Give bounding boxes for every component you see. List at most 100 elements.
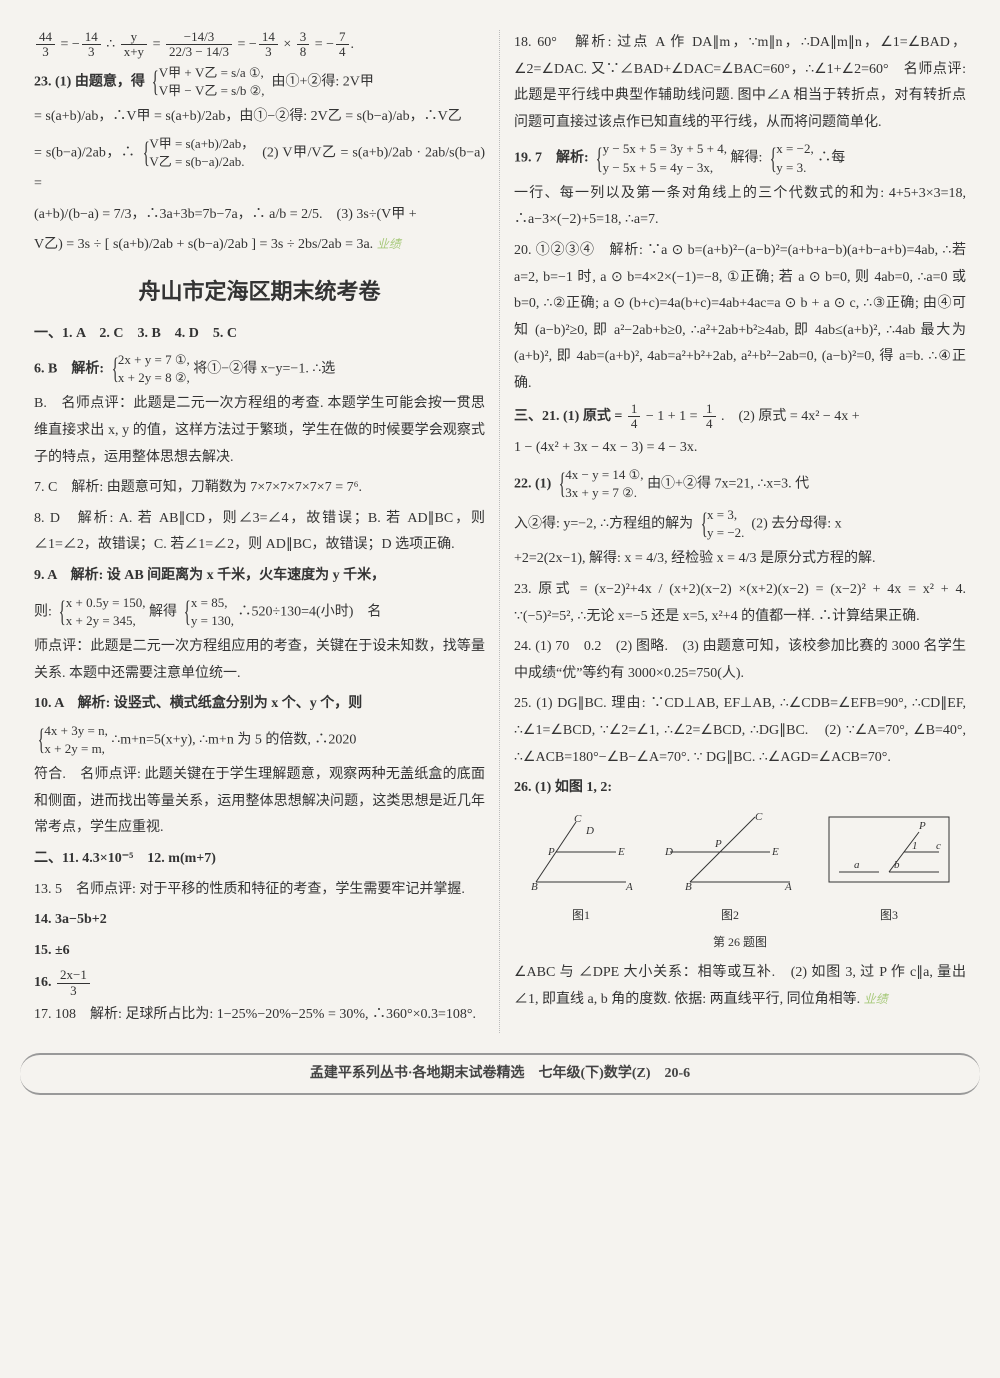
page: 443 = −143 ∴ yx+y = −14/322/3 − 14/3 = −…: [20, 30, 980, 1033]
q16-lead: 16.: [34, 975, 55, 990]
q21-lead: 三、21. (1) 原式 =: [514, 409, 626, 424]
q22-lead: 22. (1): [514, 476, 551, 491]
svg-text:A: A: [784, 881, 792, 892]
fig3-svg: a b P c 1: [824, 812, 954, 892]
page-footer: 孟建平系列丛书·各地期末试卷精选 七年级(下)数学(Z) 20-6: [20, 1053, 980, 1096]
q19-sol-b: y = 3.: [776, 160, 806, 175]
svg-text:P: P: [547, 846, 555, 858]
q19-sys-a: y − 5x + 5 = 3y + 5 + 4,: [603, 141, 727, 156]
svg-text:B: B: [685, 881, 692, 892]
q8: 8. D 解析: A. 若 AB∥CD，则∠3=∠4，故错误；B. 若 AD∥B…: [34, 506, 485, 559]
q22-part2: (2) 去分母得: x: [751, 516, 841, 531]
left-column: 443 = −143 ∴ yx+y = −14/322/3 − 14/3 = −…: [20, 30, 500, 1033]
svg-text:a: a: [854, 859, 860, 871]
q26-lead: 26. (1) 如图 1, 2:: [514, 775, 966, 802]
q10-sys-a: 4x + 3y = n,: [44, 723, 107, 738]
fig1-svg: B A C D P E: [526, 812, 636, 892]
q10-lead: 10. A 解析: 设竖式、横式纸盒分别为 x 个、y 个，则: [34, 696, 362, 711]
svg-text:C: C: [755, 812, 763, 823]
q13: 13. 5 名师点评: 对于平移的性质和特征的考查，学生需要牢记并掌握.: [34, 877, 485, 904]
q19-after: ∴每: [817, 151, 845, 166]
q6-sys-b: x + 2y = 8 ②,: [118, 370, 190, 385]
sys2-b: V乙 = s(b−a)/2ab.: [149, 154, 244, 169]
q14: 14. 3a−5b+2: [34, 907, 485, 934]
figure-1: B A C D P E 图1: [526, 812, 636, 927]
q23-2: = s(a+b)/ab，∴V甲 = s(a+b)/2ab，由①−②得: 2V乙 …: [34, 104, 485, 131]
q9: 9. A 解析: 设 AB 间距离为 x 千米，火车速度为 y 千米，: [34, 563, 485, 590]
right-column: 18. 60° 解析: 过点 A 作 DA∥m，∵m∥n，∴DA∥m∥n，∠1=…: [500, 30, 980, 1033]
q22-sol-a: x = 3,: [707, 507, 737, 522]
section-1: 一、1. A 2. C 3. B 4. D 5. C: [34, 321, 485, 348]
q9-sys-a: x + 0.5y = 150,: [66, 595, 146, 610]
svg-text:C: C: [574, 813, 582, 825]
q21-end: . (2) 原式 = 4x² − 4x +: [721, 409, 860, 424]
q22-sys-a: 4x − y = 14 ①,: [565, 467, 643, 482]
q23-4: (a+b)/(b−a) = 7/3，∴3a+3b=7b−7a，∴ a/b = 2…: [34, 202, 485, 229]
fig2-svg: B A C D P E: [660, 812, 800, 892]
q18: 18. 60° 解析: 过点 A 作 DA∥m，∵m∥n，∴DA∥m∥n，∠1=…: [514, 30, 966, 136]
svg-text:b: b: [894, 859, 900, 871]
q16: 16. 2x−13: [34, 968, 485, 998]
q23-1: 23. (1) 由题意，得 { V甲 + V乙 = s/a ①, V甲 − V乙…: [34, 64, 485, 100]
watermark-icon-2: 业绩: [864, 992, 888, 1006]
svg-text:P: P: [714, 838, 722, 850]
q17: 17. 108 解析: 足球所占比为: 1−25%−20%−25% = 30%,…: [34, 1002, 485, 1029]
q19-lead: 19. 7 解析:: [514, 151, 589, 166]
q10: 10. A 解析: 设竖式、横式纸盒分别为 x 个、y 个，则: [34, 691, 485, 718]
svg-text:B: B: [531, 881, 538, 892]
section-2: 二、11. 4.3×10⁻⁵ 12. m(m+7): [34, 846, 485, 873]
q10-sys-b: x + 2y = m,: [44, 741, 105, 756]
q21-mid: − 1 + 1 =: [646, 409, 701, 424]
eq-line-1: 443 = −143 ∴ yx+y = −14/322/3 − 14/3 = −…: [34, 30, 485, 60]
q9-sys-b: x + 2y = 345,: [66, 613, 136, 628]
q24: 24. (1) 70 0.2 (2) 图略. (3) 由题意可知，该校参加比赛的…: [514, 634, 966, 687]
q21-b: 1 − (4x² + 3x − 4x − 3) = 4 − 3x.: [514, 435, 966, 462]
svg-text:P: P: [918, 820, 926, 832]
figcap-2: 图2: [660, 904, 800, 927]
q23r: 23. 原式 = (x−2)²+4x / (x+2)(x−2) ×(x+2)(x…: [514, 577, 966, 630]
q6-sys-a: 2x + y = 7 ①,: [118, 352, 190, 367]
q9-lead: 9. A 解析: 设 AB 间距离为 x 千米，火车速度为 y 千米，: [34, 568, 385, 583]
q23-after1: 由①+②得: 2V甲: [272, 74, 374, 89]
q7: 7. C 解析: 由题意可知，刀鞘数为 7×7×7×7×7×7 = 7⁶.: [34, 475, 485, 502]
q9-sol-b: y = 130,: [191, 613, 234, 628]
q9-sys-label: 则:: [34, 604, 52, 619]
q6-b: B. 名师点评：此题是二元一次方程组的考查. 本题学生可能会按一贯思维直接求出 …: [34, 391, 485, 471]
q9-sol-label: 解得: [149, 604, 177, 619]
q6: 6. B 解析: { 2x + y = 7 ①, x + 2y = 8 ②, 将…: [34, 351, 485, 387]
figure-2: B A C D P E 图2: [660, 812, 800, 927]
q22-sol-b: y = −2.: [707, 525, 744, 540]
q23-lead: 23. (1) 由题意，得: [34, 74, 145, 89]
q9-sol-a: x = 85,: [191, 595, 228, 610]
q25: 25. (1) DG∥BC. 理由: ∵CD⊥AB, EF⊥AB, ∴∠CDB=…: [514, 691, 966, 771]
q10-b: 符合. 名师点评: 此题关键在于学生理解题意，观察两种无盖纸盒的底面和侧面，进而…: [34, 762, 485, 842]
q22-mid: 入②得: y=−2, ∴方程组的解为 { x = 3, y = −2. (2) …: [514, 506, 966, 542]
sys2-a: V甲 = s(a+b)/2ab，: [149, 136, 254, 151]
q21: 三、21. (1) 原式 = 14 − 1 + 1 = 14 . (2) 原式 …: [514, 402, 966, 432]
q19-sol-label: 解得:: [731, 151, 763, 166]
q22: 22. (1) { 4x − y = 14 ①, 3x + y = 7 ②. 由…: [514, 466, 966, 502]
q22-mid-text: 入②得: y=−2, ∴方程组的解为: [514, 516, 693, 531]
q23-5: V乙) = 3s ÷ [ s(a+b)/2ab + s(b−a)/2ab ] =…: [34, 232, 485, 259]
q6-after: 将①−②得 x−y=−1. ∴选: [193, 362, 335, 377]
svg-text:A: A: [625, 881, 633, 892]
figures-row: B A C D P E 图1 B A C D P: [514, 812, 966, 927]
q9-b: 师点评：此题是二元一次方程组应用的考查，关键在于设未知数，找等量关系. 本题中还…: [34, 634, 485, 687]
q9-after: ∴520÷130=4(小时) 名: [237, 604, 381, 619]
sys1-a: V甲 + V乙 = s/a ①,: [159, 65, 264, 80]
q19-b: 一行、每一列以及第一条对角线上的三个代数式的和为: 4+5+3×3=18, ∴a…: [514, 181, 966, 234]
exam-title: 舟山市定海区期末统考卷: [34, 271, 485, 313]
q15: 15. ±6: [34, 938, 485, 965]
q22-b: +2=2(2x−1), 解得: x = 4/3, 经检验 x = 4/3 是原分…: [514, 546, 966, 573]
q23-3: = s(b−a)/2ab，∴ { V甲 = s(a+b)/2ab， V乙 = s…: [34, 135, 485, 198]
q10-sys: { 4x + 3y = n, x + 2y = m, ∴m+n=5(x+y), …: [34, 722, 485, 758]
q19-sol-a: x = −2,: [776, 141, 813, 156]
q6-lead: 6. B 解析:: [34, 362, 104, 377]
figcap-1: 图1: [526, 904, 636, 927]
q9-sys: 则: { x + 0.5y = 150, x + 2y = 345, 解得 { …: [34, 594, 485, 630]
figure-3: a b P c 1 图3: [824, 812, 954, 927]
watermark-icon: 业绩: [377, 237, 401, 251]
q20: 20. ①②③④ 解析: ∵a ⊙ b=(a+b)²−(a−b)²=(a+b+a…: [514, 238, 966, 398]
svg-text:c: c: [936, 840, 941, 852]
q23-3a: = s(b−a)/2ab，∴: [34, 145, 135, 160]
